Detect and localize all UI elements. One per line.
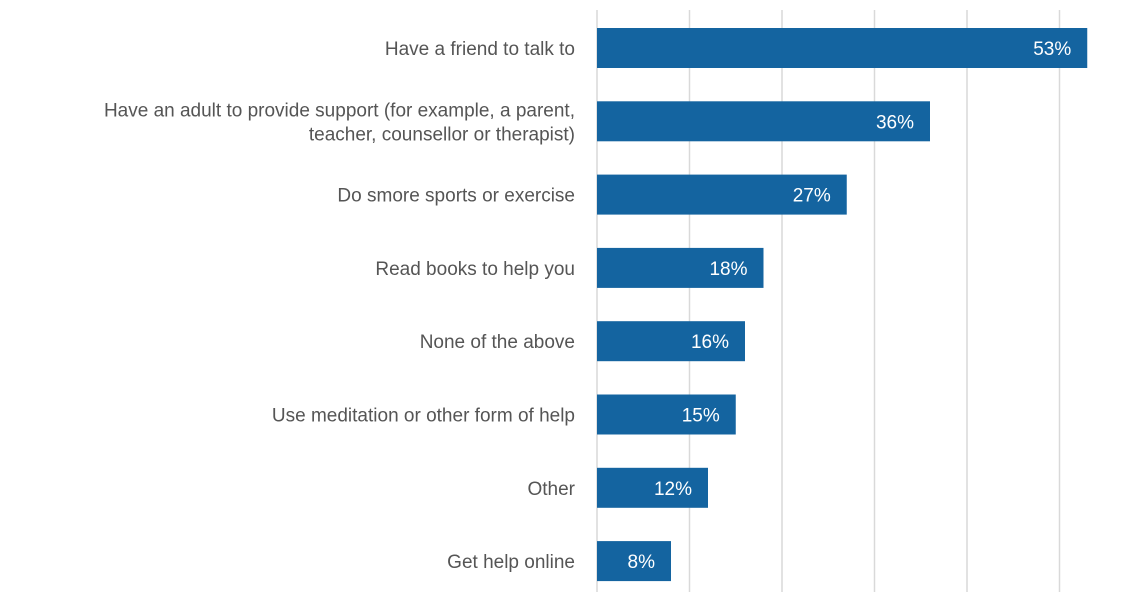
bars: 53% 36% 27% 18% 16% 15% 12% 8% (597, 28, 1088, 582)
category-label: Read books to help you (375, 259, 575, 280)
data-label: 8% (628, 552, 656, 573)
category-label: Get help online (447, 552, 575, 573)
data-label: 36% (876, 112, 914, 133)
data-label: 27% (793, 186, 831, 207)
bar (597, 101, 930, 142)
category-label: Have a friend to talk to (385, 39, 575, 60)
bar (597, 28, 1088, 68)
data-label: 18% (709, 259, 747, 280)
data-label: 15% (682, 406, 720, 427)
bar (597, 321, 745, 362)
category-label: Have an adult to provide support (for ex… (104, 100, 575, 121)
category-label: Other (527, 479, 575, 500)
bar (597, 467, 708, 508)
category-label: Use meditation or other form of help (272, 406, 575, 427)
data-label: 53% (1033, 39, 1071, 60)
category-label: teacher, counsellor or therapist) (309, 124, 575, 145)
bar (597, 174, 847, 215)
category-label: Do smore sports or exercise (337, 186, 575, 207)
data-label: 12% (654, 479, 692, 500)
data-label: 16% (691, 332, 729, 353)
bar (597, 541, 671, 582)
bar (597, 247, 764, 288)
category-labels: Have a friend to talk to Have an adult to… (104, 39, 576, 573)
bar (597, 394, 736, 435)
category-label: None of the above (420, 332, 575, 353)
